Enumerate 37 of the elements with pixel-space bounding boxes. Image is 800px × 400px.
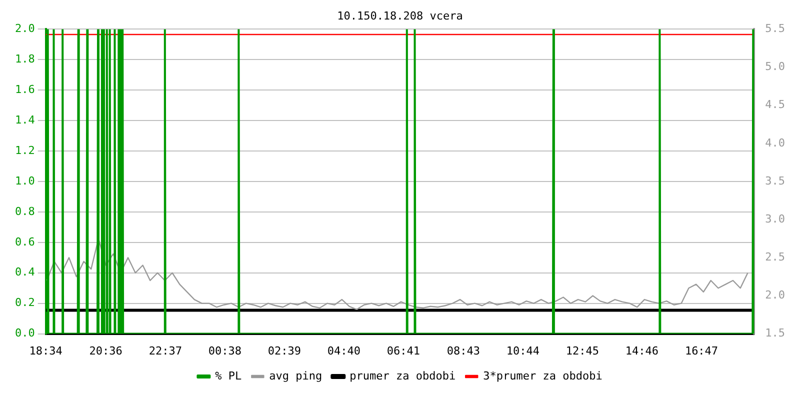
y2-tick-label: 1.5	[765, 326, 786, 340]
x-tick-label: 20:36	[89, 344, 122, 358]
x-tick-label: 18:34	[29, 344, 63, 358]
legend-label: prumer za obdobi	[350, 369, 456, 382]
y2-tick-label: 3.5	[765, 174, 786, 188]
x-tick-label: 10:44	[506, 344, 540, 358]
y2-tick-label: 2.5	[765, 250, 786, 264]
y-tick-label: 0.8	[14, 204, 35, 218]
x-tick-label: 16:47	[684, 344, 718, 358]
y2-tick-label: 3.0	[765, 212, 786, 226]
legend-label: % PL	[215, 369, 242, 382]
x-tick-label: 12:45	[566, 344, 600, 358]
y2-tick-label: 2.0	[765, 288, 786, 302]
y-tick-label: 2.0	[14, 22, 35, 36]
y2-tick-label: 5.5	[765, 22, 786, 36]
x-tick-label: 04:40	[327, 344, 360, 358]
y2-tick-label: 5.0	[765, 60, 786, 74]
chart-title: 10.150.18.208 vcera	[337, 9, 463, 22]
x-tick-label: 06:41	[386, 344, 420, 358]
y2-tick-label: 4.0	[765, 136, 786, 150]
y-tick-label: 0.0	[14, 326, 35, 340]
y-tick-label: 1.0	[14, 174, 35, 188]
y-tick-label: 1.4	[14, 113, 36, 126]
x-tick-label: 08:43	[446, 344, 480, 358]
x-tick-label: 02:39	[268, 344, 301, 358]
y-tick-label: 0.6	[14, 235, 35, 248]
x-tick-label: 22:37	[148, 344, 182, 358]
x-tick-label: 00:38	[208, 344, 242, 358]
y-tick-label: 0.4	[14, 266, 36, 279]
y-tick-label: 1.2	[14, 144, 35, 157]
x-tick-label: 14:46	[625, 344, 659, 358]
legend-label: avg ping	[269, 369, 322, 382]
legend-label: 3*prumer za obdobi	[483, 369, 602, 382]
y-tick-label: 0.2	[14, 296, 35, 310]
y-tick-label: 1.8	[14, 52, 35, 66]
y2-tick-label: 4.5	[765, 98, 786, 112]
y-tick-label: 1.6	[14, 82, 35, 96]
